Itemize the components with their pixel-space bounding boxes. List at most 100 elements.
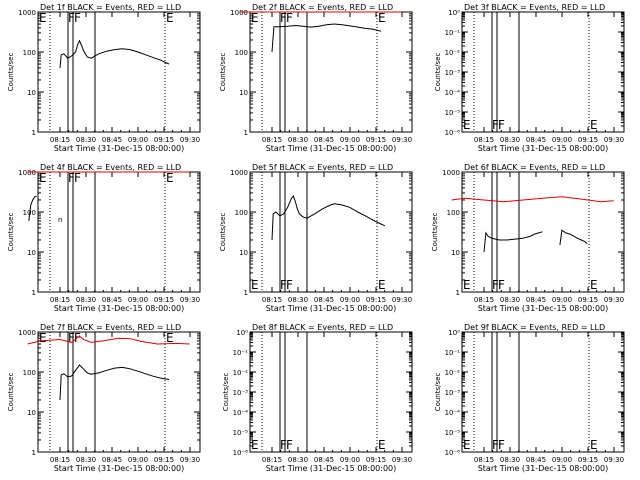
y-tick-label: 1 <box>244 289 248 297</box>
plot-title: Det 1f BLACK = Events, RED = LLD <box>40 3 181 12</box>
flag-marker: E <box>166 171 174 185</box>
y-tick-label: 10⁻⁴ <box>445 89 461 97</box>
events-series-line <box>271 23 382 53</box>
x-tick-label: 09:15 <box>578 456 598 464</box>
y-tick-label: 1000 <box>18 9 36 17</box>
x-axis-label: Start Time (31-Dec-15 08:00:00) <box>478 304 609 313</box>
lld-series-line <box>451 196 614 203</box>
y-tick-label: 10⁻² <box>445 49 461 57</box>
y-axis-label: Counts/sec <box>7 53 15 92</box>
plot-title: Det 7f BLACK = Events, RED = LLD <box>40 323 181 332</box>
x-tick-label: 08:45 <box>102 456 122 464</box>
flag-marker: E <box>463 438 471 452</box>
plot-title: Det 3f BLACK = Events, RED = LLD <box>464 3 605 12</box>
y-tick-label: 10⁻³ <box>445 69 461 77</box>
flag-marker: F <box>286 278 293 292</box>
y-tick-label: 10⁻⁶ <box>445 129 461 137</box>
x-tick-label: 09:00 <box>552 456 572 464</box>
x-axis-label: Start Time (31-Dec-15 08:00:00) <box>54 304 185 313</box>
flag-marker: E <box>39 331 47 345</box>
flag-marker: F <box>68 331 75 345</box>
flag-marker: E <box>590 438 598 452</box>
y-axis-label: Counts/sec <box>7 213 15 252</box>
x-tick-label: 08:15 <box>474 296 494 304</box>
y-tick-label: 10⁻⁵ <box>233 429 249 437</box>
y-tick-label: 10⁻⁵ <box>445 109 461 117</box>
y-tick-label: 10⁻² <box>233 369 249 377</box>
x-tick-label: 08:15 <box>262 456 282 464</box>
flag-marker: E <box>251 438 259 452</box>
y-tick-label: 10⁰ <box>236 329 248 337</box>
plot-title: Det 8f BLACK = Events, RED = LLD <box>252 323 393 332</box>
x-tick-label: 08:15 <box>50 136 70 144</box>
y-tick-label: 1 <box>32 289 36 297</box>
x-tick-label: 08:15 <box>262 136 282 144</box>
y-tick-label: 10⁻³ <box>445 389 461 397</box>
y-axis-label: Counts/sec <box>7 373 15 412</box>
y-tick-label: 10 <box>451 249 460 257</box>
y-tick-label: 10⁻² <box>445 369 461 377</box>
x-tick-label: 09:30 <box>180 296 200 304</box>
plot-frame <box>37 11 201 133</box>
y-axis-label: Counts/sec <box>431 213 439 252</box>
x-tick-label: 09:00 <box>552 296 572 304</box>
flag-marker: E <box>251 278 259 292</box>
x-tick-label: 09:15 <box>154 456 174 464</box>
x-tick-label: 08:15 <box>50 456 70 464</box>
x-tick-label: 09:30 <box>392 456 412 464</box>
x-tick-label: 09:00 <box>340 296 360 304</box>
plot-panel-7: Det 7f BLACK = Events, RED = LLD 1 10 100 10… <box>7 323 201 473</box>
y-tick-label: 10⁻¹ <box>233 349 249 357</box>
y-tick-label: 1 <box>32 129 36 137</box>
x-tick-label: 08:45 <box>102 136 122 144</box>
x-axis-label: Start Time (31-Dec-15 08:00:00) <box>478 464 609 473</box>
y-tick-label: 10⁻⁵ <box>445 429 461 437</box>
x-tick-label: 08:30 <box>76 136 96 144</box>
y-tick-label: 10⁻¹ <box>445 349 461 357</box>
events-series-line <box>59 364 170 401</box>
x-tick-label: 09:15 <box>154 136 174 144</box>
flag-marker: F <box>498 278 505 292</box>
x-tick-label: 08:30 <box>500 136 520 144</box>
plot-panel-8: Det 8f BLACK = Events, RED = LLD 10⁻⁶ 10⁻⁵… <box>222 323 413 473</box>
plot-title: Det 2f BLACK = Events, RED = LLD <box>252 3 393 12</box>
y-tick-label: 10 <box>239 249 248 257</box>
flag-marker: F <box>280 11 287 25</box>
flag-marker: F <box>280 278 287 292</box>
flag-marker: F <box>492 118 499 132</box>
y-tick-label: 100 <box>23 49 36 57</box>
flag-marker: F <box>74 171 81 185</box>
flag-marker: E <box>463 278 471 292</box>
x-tick-label: 09:15 <box>366 296 386 304</box>
plot-panel-6: Det 6f BLACK = Events, RED = LLD 1 10 100 10… <box>431 163 625 313</box>
y-tick-label: 10⁰ <box>448 329 460 337</box>
y-tick-label: 10⁻¹ <box>445 29 461 37</box>
events-series-line <box>483 231 543 253</box>
flag-marker: E <box>378 438 386 452</box>
flag-marker: E <box>590 118 598 132</box>
x-axis-label: Start Time (31-Dec-15 08:00:00) <box>266 144 397 153</box>
x-tick-label: 09:30 <box>604 456 624 464</box>
flag-marker: E <box>378 278 386 292</box>
events-series-line <box>559 229 588 246</box>
flag-marker: F <box>280 438 287 452</box>
plot-title: Det 5f BLACK = Events, RED = LLD <box>252 163 393 172</box>
plot-title: Det 9f BLACK = Events, RED = LLD <box>464 323 605 332</box>
x-tick-label: 09:00 <box>552 136 572 144</box>
plot-frame <box>249 171 413 293</box>
x-tick-label: 09:30 <box>180 456 200 464</box>
plot-panel-4: Det 4f BLACK = Events, RED = LLD11010010… <box>7 163 201 313</box>
flag-marker: F <box>498 118 505 132</box>
y-tick-label: 10⁻³ <box>233 389 249 397</box>
y-axis-label: Counts/sec <box>222 373 230 412</box>
x-tick-label: 09:15 <box>366 456 386 464</box>
x-tick-label: 09:15 <box>578 296 598 304</box>
y-tick-label: 1000 <box>18 169 36 177</box>
y-tick-label: 1000 <box>230 169 248 177</box>
plot-panel-9: Det 9f BLACK = Events, RED = LLD 10⁻⁶ 10⁻⁵… <box>434 323 625 473</box>
plot-frame <box>249 331 413 453</box>
flag-marker: F <box>492 278 499 292</box>
x-tick-label: 09:30 <box>392 296 412 304</box>
y-axis-label: Counts/sec <box>219 53 227 92</box>
y-tick-label: 1 <box>244 129 248 137</box>
